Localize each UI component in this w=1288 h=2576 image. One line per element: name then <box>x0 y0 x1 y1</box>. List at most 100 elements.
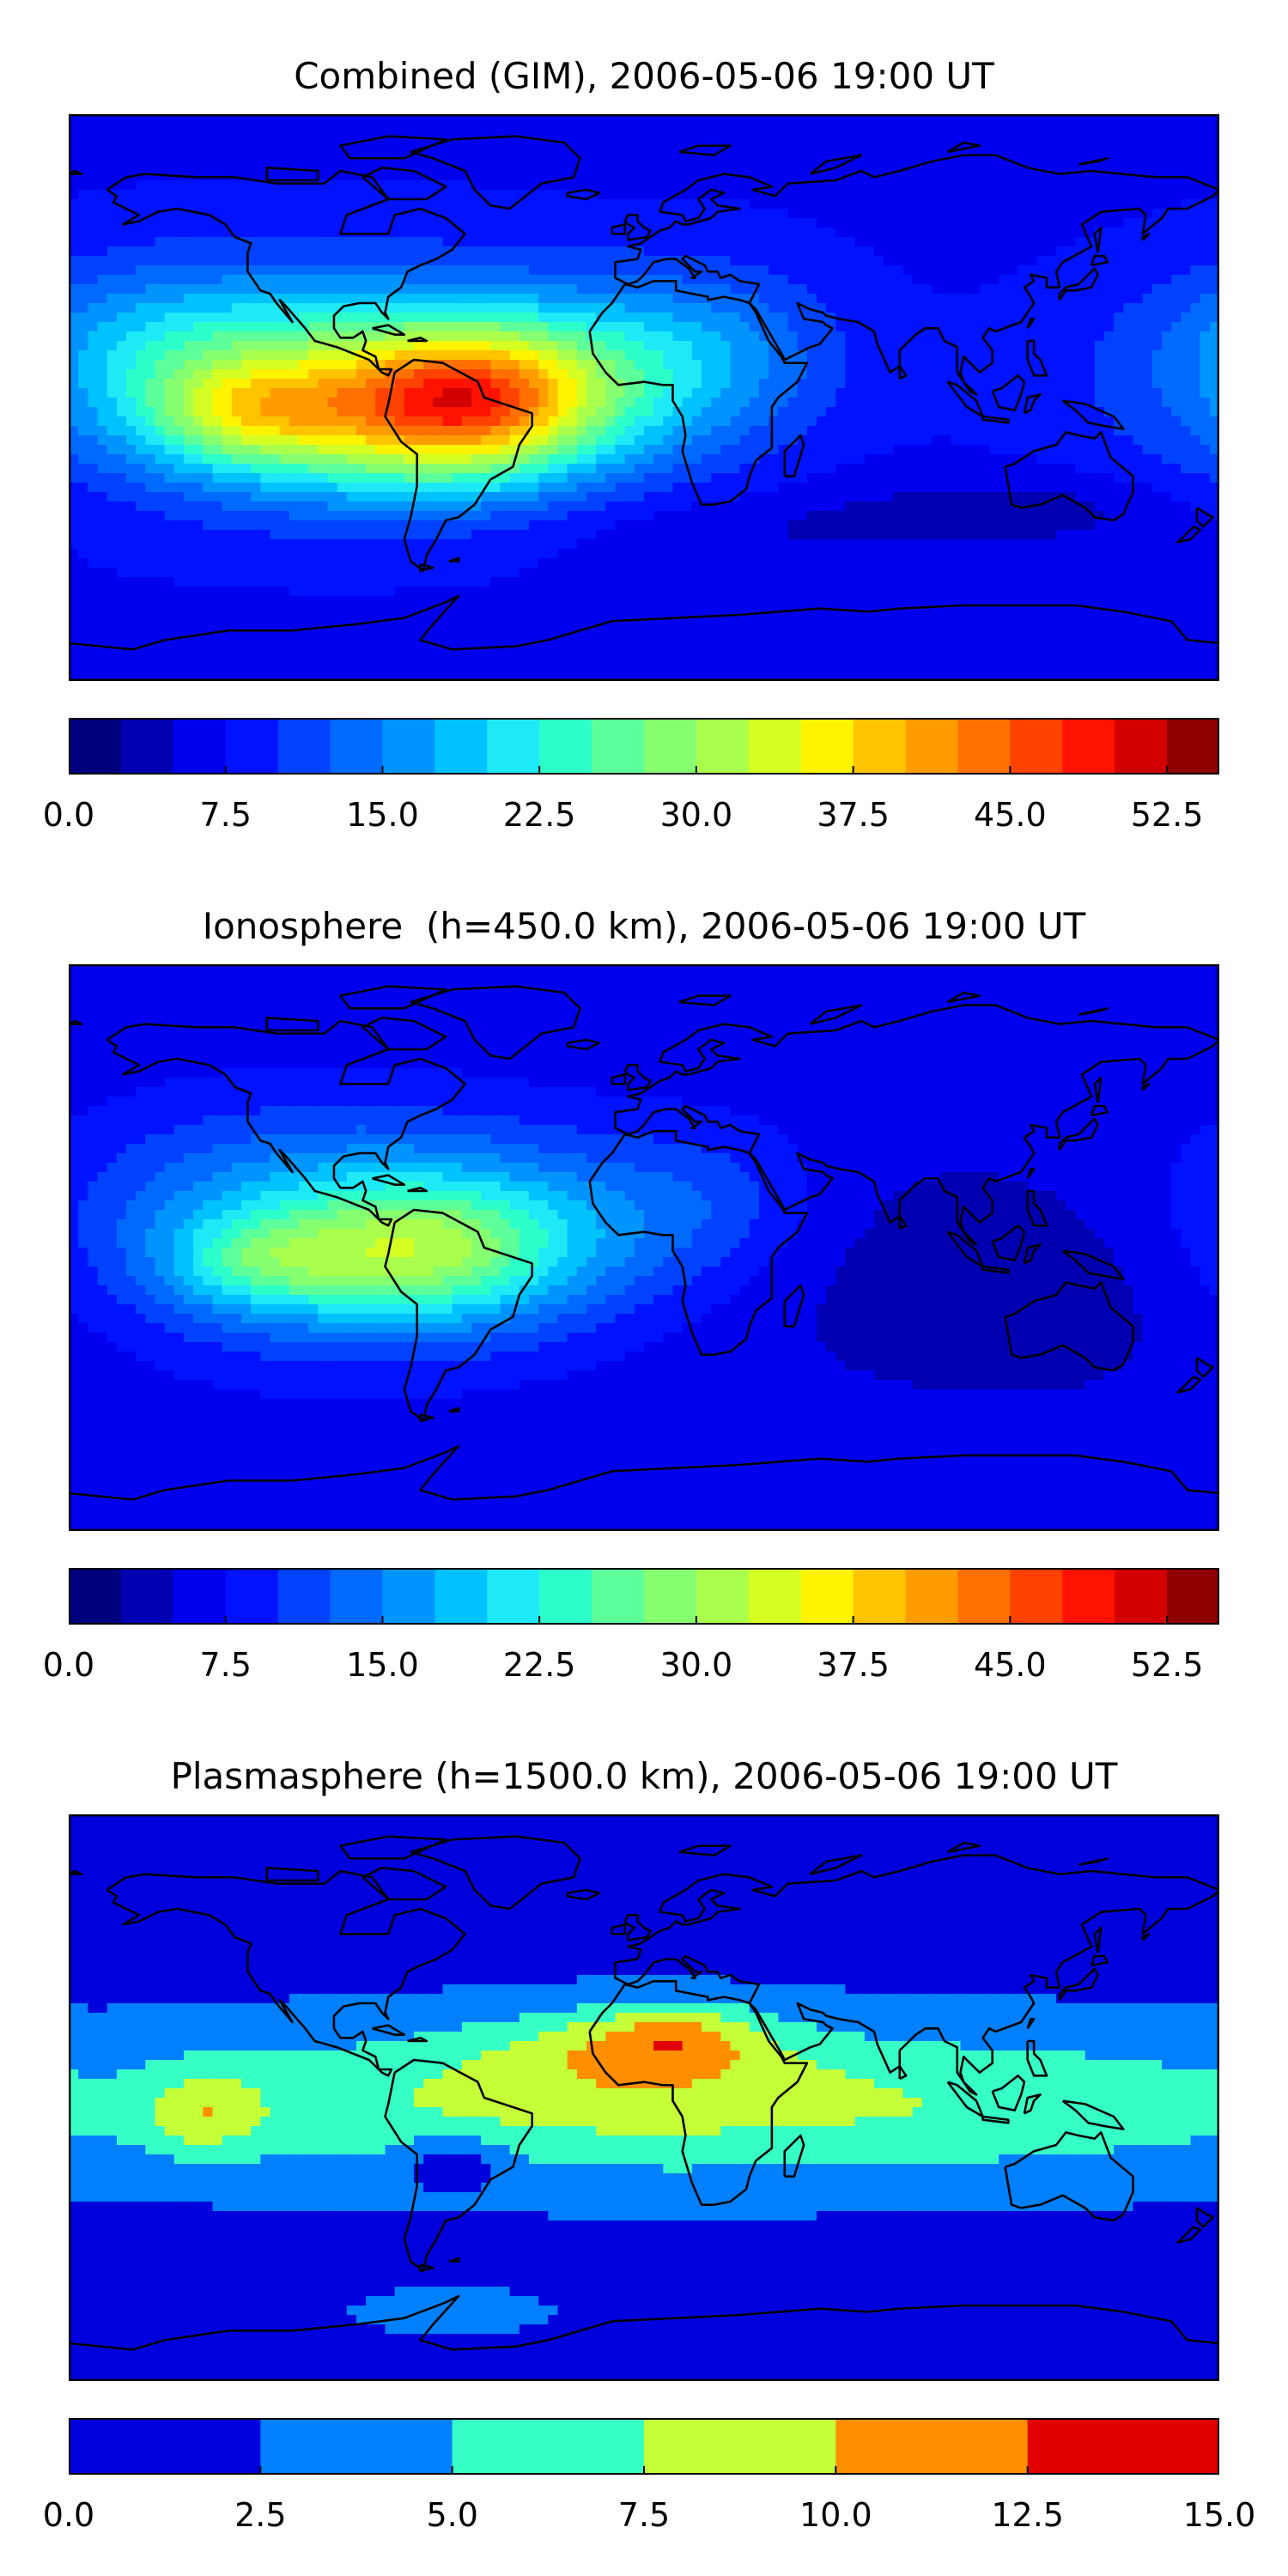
tec-cell <box>769 473 780 483</box>
tec-cell <box>739 407 750 417</box>
tec-cell <box>817 435 828 446</box>
tec-cell <box>308 558 319 568</box>
tec-cell <box>136 322 147 332</box>
tec-cell <box>289 454 300 465</box>
tec-cell <box>605 246 617 257</box>
tec-cell <box>854 256 866 266</box>
tec-cell <box>212 511 223 521</box>
tec-cell <box>299 558 310 568</box>
tec-cell <box>241 454 252 465</box>
tec-cell <box>193 171 204 181</box>
tec-cell <box>414 114 425 125</box>
tec-cell <box>251 360 262 370</box>
tec-cell <box>173 530 185 540</box>
tec-cell <box>173 143 185 153</box>
tec-cell <box>481 322 492 332</box>
tec-cell <box>337 265 348 276</box>
tec-cell <box>538 549 550 559</box>
tec-cell <box>145 454 156 465</box>
tec-cell <box>452 379 463 389</box>
tec-cell <box>251 275 262 285</box>
tec-cell <box>423 388 434 398</box>
tec-cell <box>720 256 732 266</box>
tec-cell <box>519 143 530 153</box>
tec-cell <box>567 143 578 153</box>
tec-cell <box>778 246 789 257</box>
tec-cell <box>529 388 540 398</box>
tec-cell <box>691 143 702 153</box>
tec-cell <box>231 407 242 417</box>
tec-cell <box>106 483 118 493</box>
tec-cell <box>289 190 300 200</box>
tec-cell <box>500 209 511 219</box>
tec-cell <box>854 133 866 143</box>
tec-cell <box>586 265 598 276</box>
tec-cell <box>538 577 550 587</box>
tec-cell <box>817 483 828 493</box>
tec-cell <box>538 662 550 672</box>
tec-cell <box>548 209 559 219</box>
tec-cell <box>155 180 166 191</box>
tec-cell <box>730 265 741 276</box>
tec-cell <box>471 596 483 606</box>
tec-cell <box>769 218 780 228</box>
tec-cell <box>576 190 587 200</box>
tec-cell <box>653 350 665 361</box>
tec-cell <box>567 605 578 616</box>
tec-cell <box>759 520 770 531</box>
tec-cell <box>835 143 847 153</box>
tec-cell <box>88 568 99 578</box>
tec-cell <box>481 350 492 361</box>
tec-cell <box>596 483 607 493</box>
tec-cell <box>481 124 492 134</box>
tec-cell <box>394 539 405 550</box>
tec-cell <box>778 190 789 200</box>
tec-cell <box>155 379 166 389</box>
tec-cell <box>672 435 683 446</box>
tec-cell <box>442 454 453 465</box>
tec-cell <box>251 483 262 493</box>
tec-cell <box>414 322 425 332</box>
tec-cell <box>576 379 587 389</box>
tec-cell <box>231 671 242 681</box>
tec-cell <box>222 407 233 417</box>
tec-cell <box>845 180 856 191</box>
tec-cell <box>279 133 290 143</box>
tec-cell <box>433 379 444 389</box>
tec-cell <box>759 634 770 644</box>
tec-cell <box>806 407 817 417</box>
tec-cell <box>567 313 578 323</box>
tec-cell <box>835 369 847 380</box>
tec-cell <box>184 407 195 417</box>
tec-cell <box>184 454 195 465</box>
tec-cell <box>739 568 750 578</box>
tec-cell <box>490 511 501 521</box>
tec-cell <box>586 586 598 597</box>
tec-cell <box>356 303 368 313</box>
tec-cell <box>241 605 252 616</box>
tec-cell <box>806 256 817 266</box>
tec-cell <box>231 416 242 427</box>
tec-cell <box>682 596 693 606</box>
tec-cell <box>78 350 89 361</box>
tec-cell <box>423 322 434 332</box>
tec-cell <box>337 473 348 483</box>
tec-cell <box>787 284 799 295</box>
tec-cell <box>155 246 166 257</box>
tec-cell <box>241 615 252 625</box>
tec-cell <box>826 350 837 361</box>
tec-cell <box>461 653 472 663</box>
tec-cell <box>423 643 434 653</box>
tec-cell <box>184 284 195 295</box>
tec-cell <box>394 369 405 380</box>
tec-cell <box>817 369 828 380</box>
tec-cell <box>672 586 683 597</box>
tec-cell <box>586 426 598 436</box>
tec-cell <box>500 284 511 295</box>
tec-cell <box>778 294 789 304</box>
tec-cell <box>394 530 405 540</box>
tec-cell <box>806 209 817 219</box>
tec-cell <box>308 350 319 361</box>
tec-cell <box>567 275 578 285</box>
tec-cell <box>461 483 472 493</box>
